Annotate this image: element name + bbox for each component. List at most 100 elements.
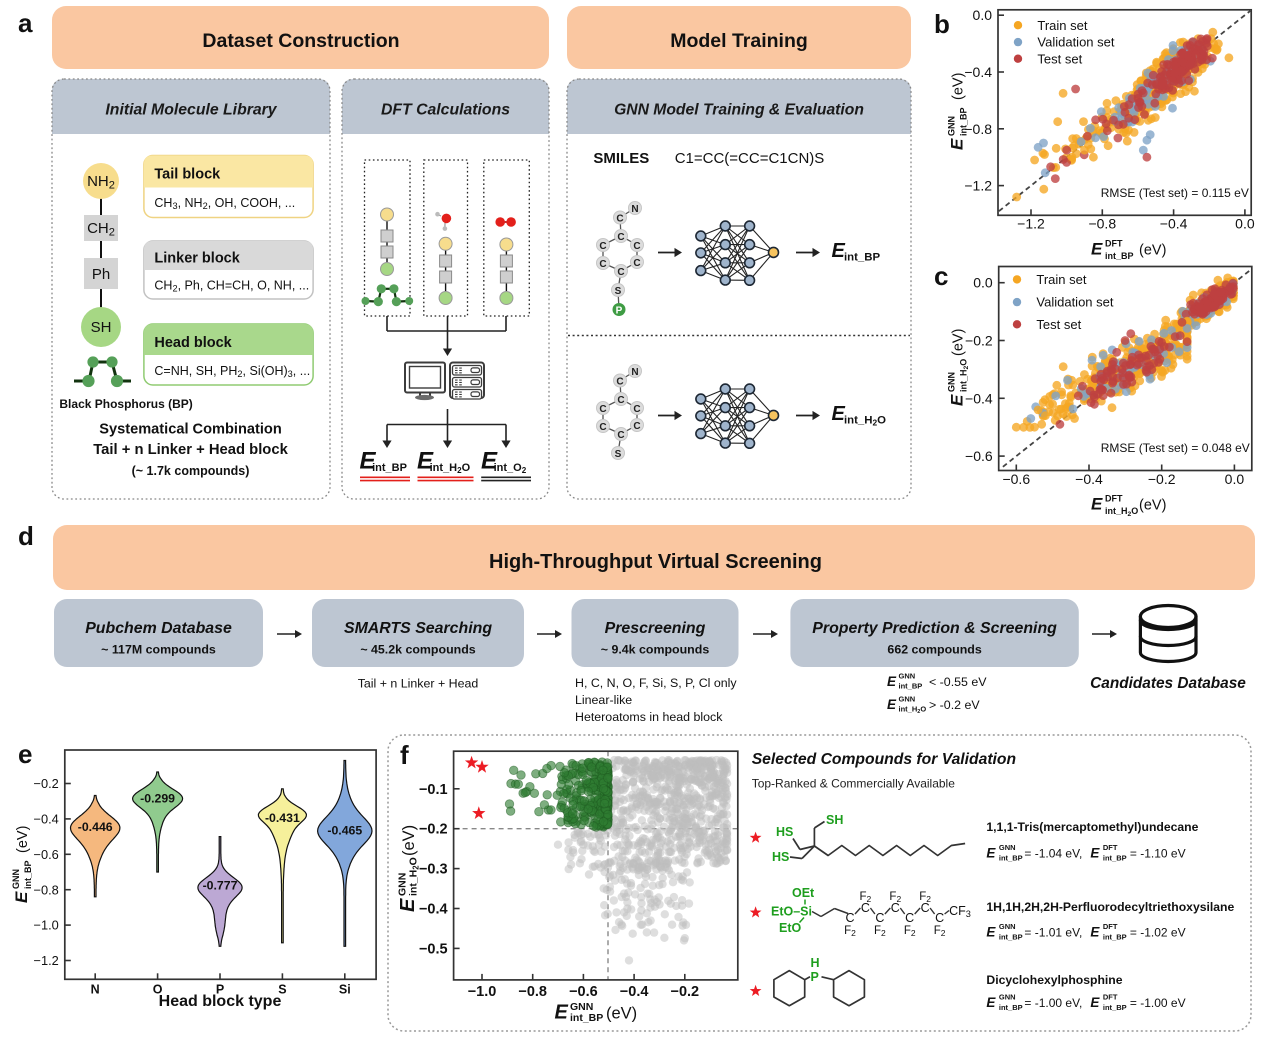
svg-text:Si: Si	[339, 982, 351, 996]
svg-text:C: C	[935, 911, 944, 925]
svg-text:−0.2: −0.2	[1148, 471, 1176, 487]
svg-text:−0.2: −0.2	[419, 822, 448, 838]
svg-text:E: E	[986, 925, 996, 940]
svg-text:−0.8: −0.8	[34, 882, 59, 897]
svg-text:Ph: Ph	[92, 266, 110, 283]
svg-text:GNN: GNN	[899, 672, 916, 681]
svg-text:C: C	[599, 422, 606, 433]
svg-text:0.0: 0.0	[1235, 216, 1255, 232]
svg-text:Selected Compounds for Validat: Selected Compounds for Validation	[752, 751, 1016, 768]
svg-text:OEt: OEt	[792, 886, 815, 900]
svg-text:GNN: GNN	[947, 116, 957, 136]
svg-text:e: e	[18, 739, 32, 769]
svg-text:−1.2: −1.2	[34, 953, 59, 968]
svg-text:C: C	[617, 395, 624, 406]
svg-text:C: C	[599, 259, 606, 270]
svg-text:−0.8: −0.8	[1088, 216, 1116, 232]
svg-text:C: C	[633, 241, 640, 252]
svg-text:int_H2O: int_H2O	[1105, 506, 1138, 518]
svg-text:EtO–Si: EtO–Si	[771, 905, 812, 919]
svg-text:-0.299: -0.299	[140, 792, 175, 806]
svg-text:DFT: DFT	[1105, 239, 1123, 249]
svg-text:Head block: Head block	[154, 335, 232, 351]
svg-text:C: C	[599, 404, 606, 415]
svg-text:−0.2: −0.2	[965, 333, 993, 349]
svg-text:(eV): (eV)	[1139, 243, 1166, 259]
svg-text:E: E	[1090, 925, 1100, 940]
svg-text:Validation set: Validation set	[1036, 295, 1113, 310]
svg-text:C: C	[633, 258, 640, 269]
svg-text:DFT: DFT	[1103, 993, 1118, 1002]
svg-text:E: E	[986, 846, 996, 861]
svg-text:E: E	[948, 138, 967, 150]
svg-text:Train set: Train set	[1036, 272, 1086, 287]
svg-text:int_H2O: int_H2O	[408, 857, 421, 896]
svg-text:~ 45.2k compounds: ~ 45.2k compounds	[360, 643, 475, 657]
svg-text:Linker block: Linker block	[154, 251, 240, 267]
svg-text:E: E	[397, 898, 419, 912]
svg-text:C: C	[633, 421, 640, 432]
svg-text:E: E	[1091, 240, 1103, 259]
svg-text:= -1.10 eV: = -1.10 eV	[1130, 847, 1186, 861]
svg-text:Linear-like: Linear-like	[575, 693, 632, 707]
svg-text:a: a	[18, 8, 33, 38]
svg-text:−0.3: −0.3	[419, 862, 448, 878]
svg-text:int_H2O: int_H2O	[959, 359, 971, 392]
svg-text:C: C	[845, 911, 854, 925]
svg-text:(eV): (eV)	[951, 73, 967, 100]
svg-text:Candidates Database: Candidates Database	[1090, 675, 1246, 692]
svg-text:N: N	[631, 367, 638, 378]
svg-text:GNN: GNN	[947, 372, 957, 392]
svg-text:int_BP: int_BP	[899, 682, 923, 691]
svg-text:E: E	[948, 394, 967, 406]
svg-text:C=NH, SH, PH2, Si(OH)3, ...: C=NH, SH, PH2, Si(OH)3, ...	[154, 364, 310, 379]
svg-text:= -1.02 eV: = -1.02 eV	[1130, 926, 1186, 940]
svg-text:DFT: DFT	[1103, 922, 1118, 931]
svg-text:Tail block: Tail block	[154, 167, 221, 183]
svg-text:Validation set: Validation set	[1037, 35, 1114, 50]
svg-text:int_BP: int_BP	[570, 1012, 603, 1024]
svg-text:= -1.00 eV,: = -1.00 eV,	[1024, 996, 1082, 1010]
svg-text:−0.8: −0.8	[964, 121, 992, 137]
svg-text:int_H2O: int_H2O	[844, 415, 886, 428]
svg-text:d: d	[18, 521, 34, 551]
svg-text:−0.4: −0.4	[964, 64, 992, 80]
svg-text:(eV): (eV)	[951, 329, 967, 356]
svg-text:SH: SH	[91, 319, 112, 336]
svg-text:int_H2O: int_H2O	[430, 462, 471, 475]
svg-text:SH: SH	[826, 813, 843, 827]
svg-text:−0.6: −0.6	[965, 448, 993, 464]
svg-text:P: P	[811, 970, 819, 984]
svg-text:Pubchem Database: Pubchem Database	[85, 620, 232, 637]
svg-text:c: c	[934, 261, 948, 291]
svg-text:GNN: GNN	[999, 993, 1016, 1002]
svg-text:int_BP: int_BP	[844, 252, 880, 264]
svg-text:Heteroatoms in head block: Heteroatoms in head block	[575, 710, 723, 724]
svg-text:−0.4: −0.4	[1160, 216, 1188, 232]
svg-text:−0.5: −0.5	[419, 941, 448, 957]
svg-text:-0.777: -0.777	[203, 879, 238, 893]
svg-text:−1.0: −1.0	[468, 984, 497, 1000]
svg-text:DFT Calculations: DFT Calculations	[381, 102, 510, 119]
svg-text:int_BP: int_BP	[372, 462, 407, 474]
svg-text:RMSE (Test set) = 0.115 eV: RMSE (Test set) = 0.115 eV	[1101, 186, 1249, 200]
svg-text:GNN Model Training & Evaluatio: GNN Model Training & Evaluation	[614, 102, 864, 119]
svg-text:int_BP: int_BP	[999, 1003, 1023, 1012]
svg-text:H, C, N, O, F, Si, S, P, Cl on: H, C, N, O, F, Si, S, P, Cl only	[575, 676, 737, 690]
svg-text:−1.0: −1.0	[34, 918, 59, 933]
svg-text:N: N	[631, 204, 638, 215]
svg-text:(eV): (eV)	[606, 1005, 637, 1023]
svg-text:C: C	[599, 241, 606, 252]
svg-text:f: f	[400, 740, 409, 770]
svg-text:-0.465: -0.465	[327, 823, 362, 837]
svg-text:(eV): (eV)	[1139, 498, 1166, 514]
svg-text:int_BP: int_BP	[959, 107, 969, 136]
svg-text:C: C	[617, 430, 624, 441]
svg-text:N: N	[91, 982, 100, 996]
svg-text:Black Phosphorus (BP): Black Phosphorus (BP)	[59, 397, 192, 411]
svg-text:int_BP: int_BP	[1103, 854, 1127, 863]
svg-text:−0.4: −0.4	[34, 812, 59, 827]
svg-text:GNN: GNN	[999, 922, 1016, 931]
svg-text:= -1.00 eV: = -1.00 eV	[1130, 996, 1186, 1010]
svg-text:−0.2: −0.2	[34, 776, 59, 791]
